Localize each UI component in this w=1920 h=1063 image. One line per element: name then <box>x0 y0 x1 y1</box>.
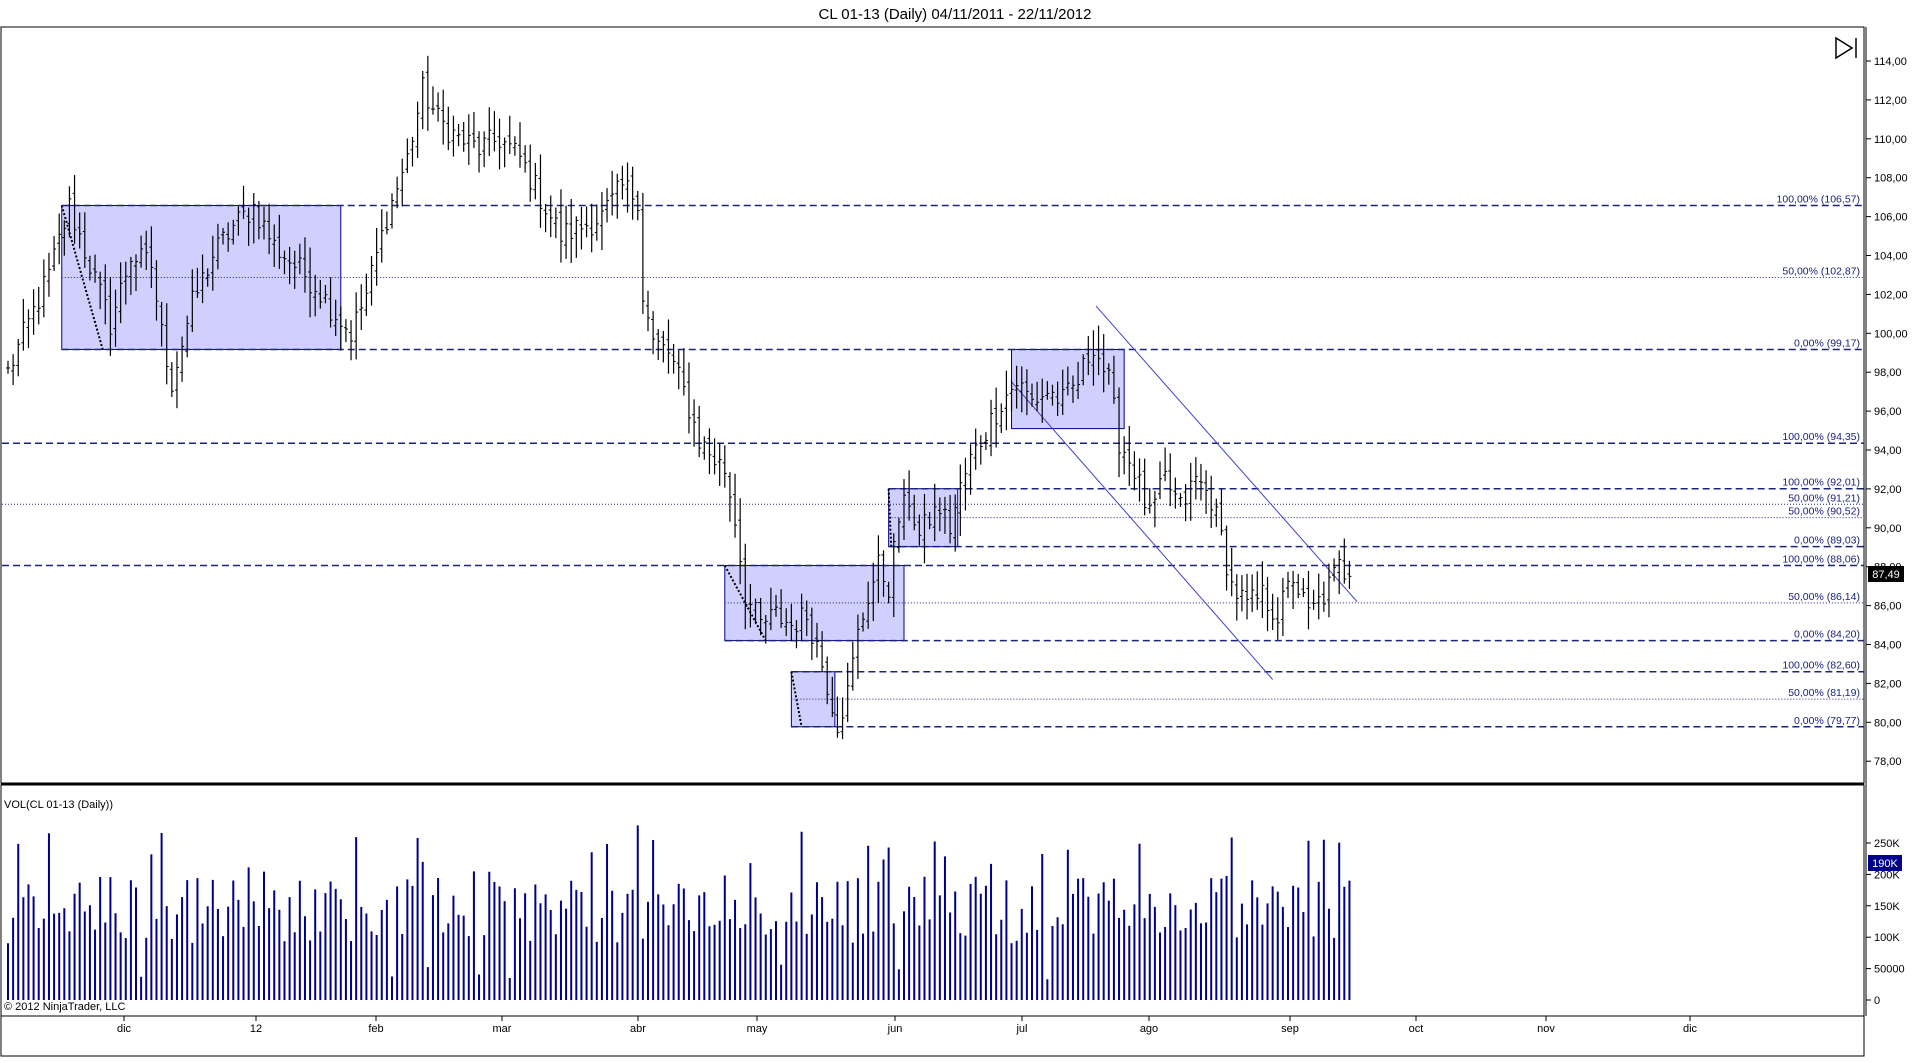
fib-level-label: 50,00% (86,14) <box>1788 591 1860 603</box>
y-tick-label: 102,00 <box>1874 289 1908 301</box>
x-tick-label: dic <box>1683 1023 1698 1035</box>
y-tick-label: 104,00 <box>1874 251 1908 263</box>
fib-level-label: 0,00% (84,20) <box>1794 629 1860 641</box>
fib-level-label: 100,00% (106,57) <box>1777 194 1860 206</box>
y-tick-label: 82,00 <box>1874 678 1902 690</box>
copyright: © 2012 NinjaTrader, LLC <box>4 1001 125 1013</box>
fib-level-label: 50,00% (90,52) <box>1788 506 1860 518</box>
volume-y-tick-label: 100K <box>1874 932 1900 944</box>
scroll-to-end-icon[interactable] <box>1835 36 1857 60</box>
volume-y-tick-label: 200K <box>1874 869 1900 881</box>
fib-level-label: 100,00% (92,01) <box>1782 477 1860 489</box>
x-tick-label: abr <box>630 1023 646 1035</box>
fib-zone <box>724 565 905 642</box>
last-volume-marker: 190K <box>1868 855 1902 871</box>
fib-level-label: 100,00% (82,60) <box>1782 660 1860 672</box>
y-tick-label: 78,00 <box>1874 756 1902 768</box>
price-panel-frame <box>0 26 1865 784</box>
y-tick-label: 106,00 <box>1874 212 1908 224</box>
y-tick-label: 98,00 <box>1874 367 1902 379</box>
volume-panel-title: VOL(CL 01-13 (Daily)) <box>4 799 113 811</box>
fib-anchor-line <box>790 671 803 727</box>
y-tick-label: 90,00 <box>1874 523 1902 535</box>
fib-anchor-line <box>887 488 893 547</box>
y-tick-label: 84,00 <box>1874 640 1902 652</box>
fib-level-label: 0,00% (89,03) <box>1794 535 1860 547</box>
y-tick-label: 94,00 <box>1874 445 1902 457</box>
x-tick-label: dic <box>117 1023 132 1035</box>
x-tick-label: may <box>747 1023 768 1035</box>
x-tick-label: nov <box>1537 1023 1555 1035</box>
y-tick-label: 92,00 <box>1874 484 1902 496</box>
y-tick-label: 100,00 <box>1874 328 1908 340</box>
y-tick-label: 80,00 <box>1874 717 1902 729</box>
x-tick-label: mar <box>493 1023 512 1035</box>
fib-level-label: 0,00% (99,17) <box>1794 337 1860 349</box>
x-tick-label: ago <box>1140 1023 1158 1035</box>
fib-anchor-line <box>60 205 104 350</box>
fib-level-label: 100,00% (94,35) <box>1782 431 1860 443</box>
y-tick-label: 86,00 <box>1874 601 1902 613</box>
volume-y-tick-label: 250K <box>1874 838 1900 850</box>
fib-level-label: 0,00% (79,77) <box>1794 715 1860 727</box>
chart-title: CL 01-13 (Daily) 04/11/2011 - 22/11/2012 <box>819 6 1092 23</box>
y-tick-label: 112,00 <box>1874 95 1907 107</box>
volume-y-tick-label: 50000 <box>1874 964 1905 976</box>
fib-level-label: 50,00% (102,87) <box>1782 265 1860 277</box>
x-tick-label: sep <box>1281 1023 1299 1035</box>
y-tick-label: 108,00 <box>1874 173 1908 185</box>
y-tick-label: 114,00 <box>1874 56 1907 68</box>
last-price-marker: 87,49 <box>1868 566 1904 582</box>
channel-line <box>1011 381 1274 680</box>
y-tick-label: 96,00 <box>1874 406 1902 418</box>
x-tick-label: jun <box>887 1023 903 1035</box>
y-tick-label: 110,00 <box>1874 134 1907 146</box>
channel-line <box>1095 305 1358 603</box>
x-axis-frame <box>0 1015 1865 1057</box>
fib-level-label: 50,00% (81,19) <box>1788 687 1860 699</box>
x-tick-label: 12 <box>250 1023 262 1035</box>
last-volume-label: 190K <box>1872 858 1898 870</box>
x-tick-label: jul <box>1015 1023 1027 1035</box>
fib-level-label: 100,00% (88,06) <box>1782 554 1860 566</box>
last-price-label: 87,49 <box>1872 569 1900 581</box>
fib-level-label: 50,00% (91,21) <box>1788 492 1860 504</box>
volume-y-tick-label: 0 <box>1874 995 1880 1007</box>
volume-y-tick-label: 150K <box>1874 901 1900 913</box>
x-tick-label: oct <box>1409 1023 1424 1035</box>
x-tick-label: feb <box>368 1023 383 1035</box>
